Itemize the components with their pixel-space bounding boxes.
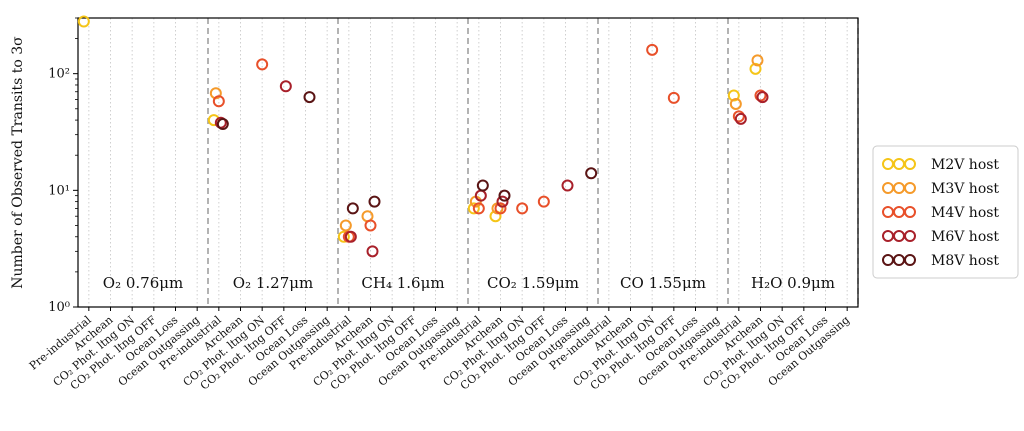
data-point [729,97,742,110]
legend-marker [904,182,916,194]
panel-label: H₂O 0.9μm [751,274,835,292]
data-point [344,230,357,243]
legend-item: M2V host [882,157,999,173]
data-point [756,91,769,104]
y-tick-label: 10¹ [48,183,70,198]
data-point [364,219,377,232]
legend-marker [904,230,916,242]
legend: M2V host M3V host M4V host M6V host M8V host [872,145,1019,279]
legend-label: M8V host [931,253,999,269]
data-point [537,195,550,208]
legend-item: M6V host [882,229,999,245]
data-point [256,58,269,71]
data-point [754,89,767,102]
legend-marker [904,158,916,170]
panel-labels: O₂ 0.76μm O₂ 1.27μm CH₄ 1.6μm CO₂ 1.59μm CO … [103,274,835,292]
plot-frame [77,17,859,308]
data-point [561,179,574,192]
data-point [585,167,598,180]
data-point [368,195,381,208]
legend-label: M4V host [931,205,999,221]
data-point [279,80,292,93]
data-point [751,54,764,67]
data-point [212,95,225,108]
legend-item: M8V host [882,253,999,269]
data-point [667,91,680,104]
panel-label: CO₂ 1.59μm [487,274,579,292]
legend-label: M2V host [931,157,999,173]
data-point [498,189,511,202]
legend-marker [904,206,916,218]
legend-marker [904,254,916,266]
data-point [734,112,747,125]
data-point [494,202,507,215]
legend-item: M4V host [882,205,999,221]
data-point [346,202,359,215]
data-point [339,219,352,232]
data-point [472,202,485,215]
legend-label: M6V host [931,229,999,245]
data-point [366,245,379,258]
panel-label: CO 1.55μm [620,274,706,292]
grid-lines [88,18,848,307]
data-point [214,116,227,129]
data-point [303,91,316,104]
data-points [77,15,769,258]
y-tick-label: 10⁰ [48,300,70,315]
data-point [496,195,509,208]
panel-label: O₂ 0.76μm [103,274,183,292]
data-point [732,110,745,123]
legend-box [872,145,1019,279]
y-tick-label: 10² [48,67,70,82]
data-point [216,118,229,131]
data-point [749,62,762,75]
data-point [646,43,659,56]
panel-label: CH₄ 1.6μm [361,274,444,292]
data-point [727,89,740,102]
y-axis: 10⁰ 10¹ 10² [48,17,78,315]
legend-label: M3V host [931,181,999,197]
legend-item: M3V host [882,181,999,197]
data-point [467,202,480,215]
data-point [77,15,90,28]
data-point [476,179,489,192]
panel-label: O₂ 1.27μm [233,274,313,292]
y-axis-label: Number of Observed Transits to 3σ [10,36,26,289]
data-point [337,230,350,243]
data-point [516,202,529,215]
